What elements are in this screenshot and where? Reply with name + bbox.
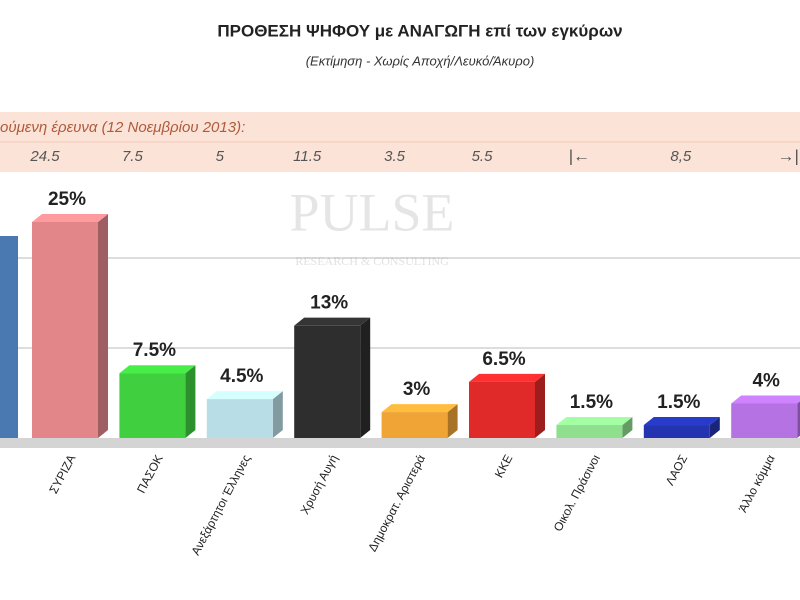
chart-subtitle: (Εκτίμηση - Χωρίς Αποχή/Λευκό/Άκυρο) bbox=[306, 53, 535, 68]
chart-title: ΠΡΟΘΕΣΗ ΨΗΦΟΥ με ΑΝΑΓΩΓΗ επί των εγκύρων bbox=[217, 21, 622, 40]
floor bbox=[0, 438, 800, 448]
previous-value: 11.5 bbox=[293, 148, 322, 165]
previous-value: 24.5 bbox=[29, 148, 60, 165]
value-label: 4.5% bbox=[220, 366, 263, 387]
previous-label: ούμενη έρευνα (12 Νοεμβρίου 2013): bbox=[0, 119, 245, 136]
previous-value: 7.5 bbox=[122, 148, 144, 165]
bar bbox=[469, 381, 535, 438]
bar-side bbox=[709, 417, 720, 438]
bar bbox=[643, 425, 710, 438]
watermark-tagline: RESEARCH & CONSULTING bbox=[295, 254, 449, 268]
previous-combined: 8,5 bbox=[670, 148, 692, 165]
cropped-bar bbox=[0, 236, 18, 438]
bar bbox=[381, 412, 448, 438]
value-label: 25% bbox=[48, 189, 86, 210]
bar-top bbox=[294, 317, 371, 326]
bar-side bbox=[185, 365, 196, 438]
bar-side bbox=[98, 214, 108, 438]
previous-value: 5 bbox=[216, 148, 225, 165]
previous-value: 5.5 bbox=[472, 148, 494, 165]
bar bbox=[32, 222, 98, 438]
bar-top bbox=[556, 417, 633, 426]
bar-side bbox=[797, 401, 800, 438]
bar bbox=[206, 399, 273, 438]
bar-top bbox=[381, 404, 458, 413]
value-label: 3% bbox=[403, 379, 431, 400]
bar-top bbox=[32, 214, 108, 222]
value-label: 7.5% bbox=[133, 340, 176, 361]
value-label: 4% bbox=[752, 370, 780, 391]
bar-side bbox=[535, 373, 545, 438]
bar bbox=[119, 373, 186, 438]
value-label: 13% bbox=[310, 293, 348, 314]
previous-arrow: →| bbox=[777, 146, 798, 165]
bar-top bbox=[119, 365, 196, 374]
value-label: 6.5% bbox=[482, 349, 525, 370]
bar-top bbox=[206, 391, 283, 400]
value-label: 1.5% bbox=[657, 392, 700, 413]
bar bbox=[294, 325, 361, 438]
bar-top bbox=[469, 373, 545, 382]
bar bbox=[556, 425, 623, 438]
bar bbox=[731, 403, 798, 438]
previous-value: 3.5 bbox=[384, 148, 406, 165]
watermark: PULSE bbox=[289, 182, 454, 242]
bar-top bbox=[731, 395, 800, 404]
previous-arrow: |← bbox=[569, 146, 590, 165]
value-label: 1.5% bbox=[570, 392, 613, 413]
bar-side bbox=[622, 417, 633, 438]
bar-side bbox=[447, 404, 458, 438]
bar-side bbox=[272, 391, 283, 438]
bar-side bbox=[360, 317, 371, 438]
bar-top bbox=[643, 417, 720, 426]
